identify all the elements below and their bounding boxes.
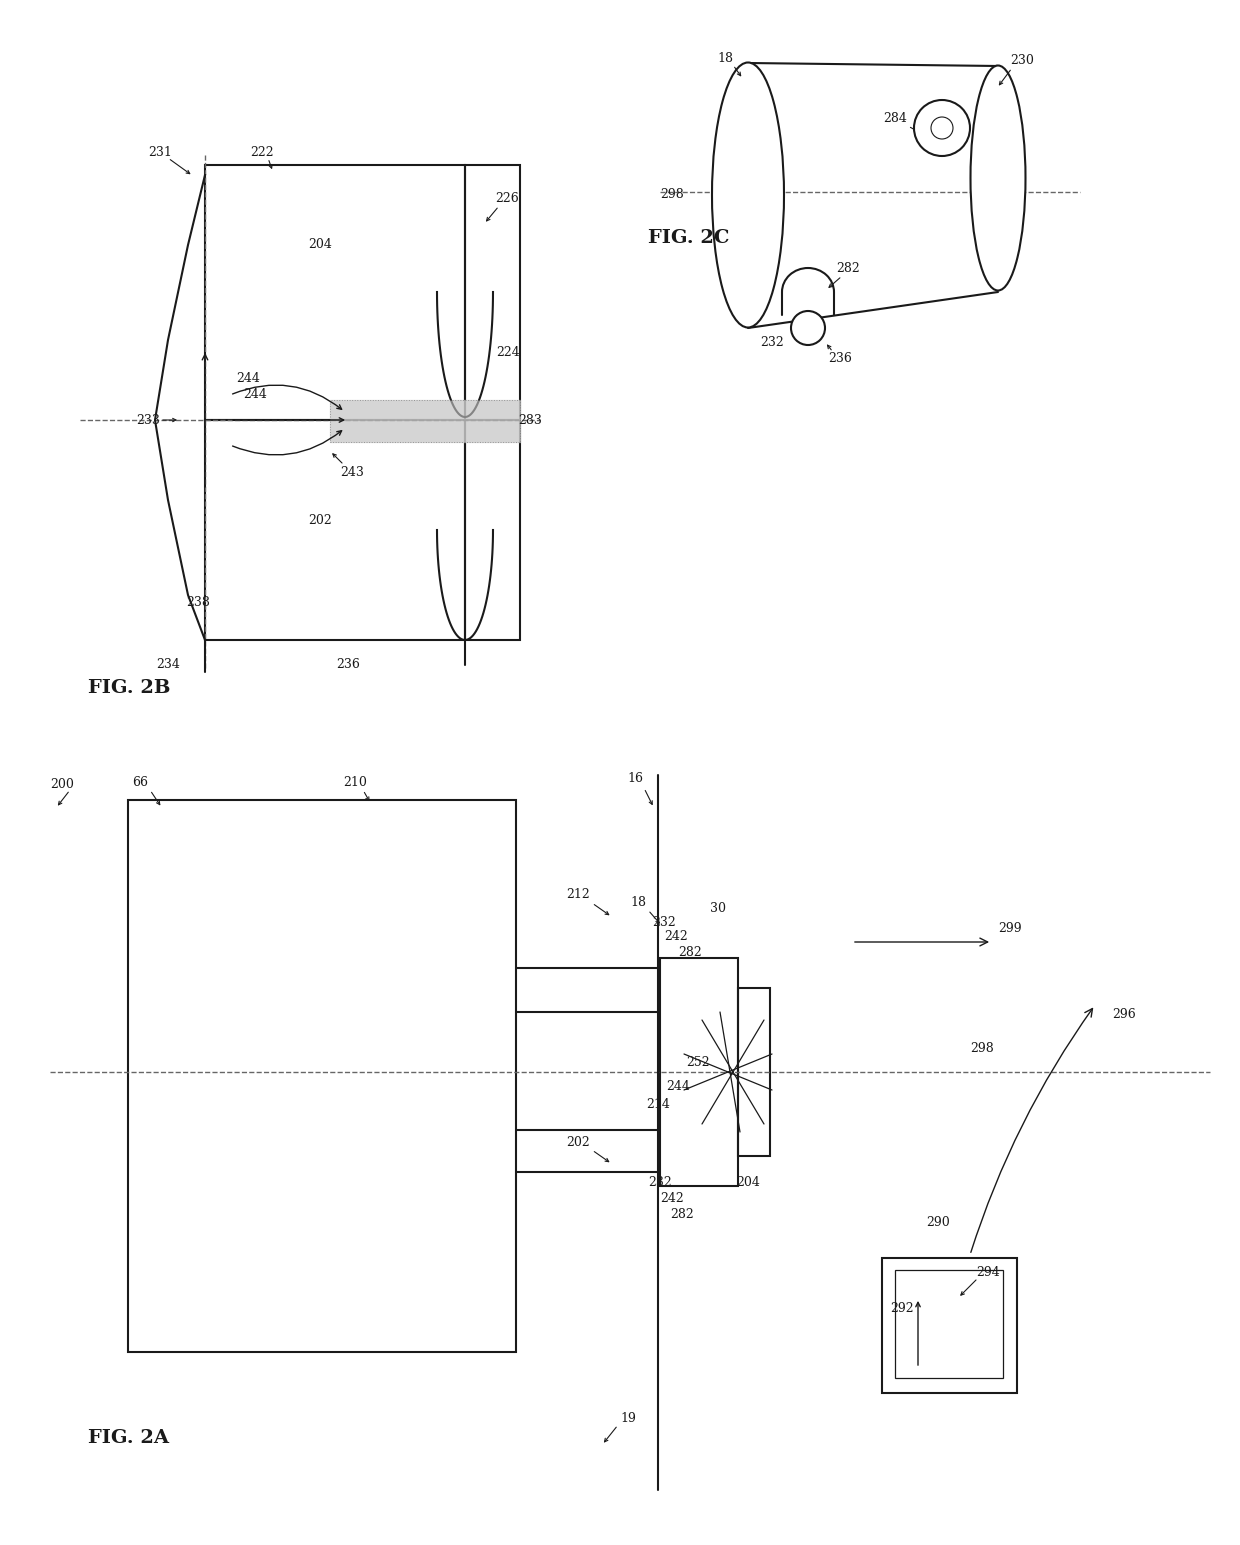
Text: 19: 19 <box>620 1412 636 1424</box>
Text: 66: 66 <box>131 776 148 788</box>
Text: 284: 284 <box>883 111 906 125</box>
Ellipse shape <box>971 65 1025 290</box>
Text: 204: 204 <box>737 1176 760 1188</box>
Text: 210: 210 <box>343 776 367 788</box>
Bar <box>660 958 738 1187</box>
Text: 283: 283 <box>518 414 542 426</box>
Text: FIG. 2C: FIG. 2C <box>649 229 729 247</box>
Text: 230: 230 <box>1011 54 1034 66</box>
Bar <box>330 400 520 442</box>
Ellipse shape <box>712 62 784 328</box>
Bar <box>882 1258 1017 1394</box>
Bar <box>465 165 520 420</box>
Text: 244: 244 <box>243 388 267 402</box>
Text: 233: 233 <box>136 414 160 426</box>
Text: 296: 296 <box>1112 1009 1136 1021</box>
Bar <box>738 987 770 1156</box>
Text: 298: 298 <box>660 188 684 201</box>
Text: 282: 282 <box>670 1208 694 1222</box>
Text: 244: 244 <box>666 1080 689 1092</box>
Text: 282: 282 <box>836 261 859 275</box>
Text: 232: 232 <box>760 335 784 349</box>
Text: FIG. 2B: FIG. 2B <box>88 678 171 697</box>
Text: FIG. 2A: FIG. 2A <box>88 1429 169 1448</box>
Text: 214: 214 <box>646 1098 670 1111</box>
Text: 18: 18 <box>630 896 646 908</box>
Polygon shape <box>330 400 520 442</box>
Text: 30: 30 <box>711 901 725 915</box>
Text: 204: 204 <box>308 238 332 252</box>
Text: 242: 242 <box>660 1191 684 1205</box>
Text: 200: 200 <box>50 779 74 791</box>
Text: 224: 224 <box>496 346 520 358</box>
Text: 238: 238 <box>186 595 210 609</box>
Text: 252: 252 <box>686 1055 709 1069</box>
Bar <box>205 420 465 640</box>
Text: 294: 294 <box>976 1265 999 1279</box>
Text: 298: 298 <box>970 1041 994 1055</box>
Text: 16: 16 <box>627 771 644 785</box>
Text: 244: 244 <box>236 371 260 385</box>
Text: 202: 202 <box>308 513 332 527</box>
Text: 231: 231 <box>148 145 172 159</box>
Circle shape <box>914 100 970 156</box>
Text: 242: 242 <box>665 930 688 944</box>
Text: 290: 290 <box>926 1216 950 1228</box>
Text: 292: 292 <box>890 1301 914 1315</box>
Text: 282: 282 <box>678 946 702 958</box>
Bar <box>128 800 516 1352</box>
Circle shape <box>791 311 825 345</box>
Text: 234: 234 <box>156 658 180 672</box>
Text: 299: 299 <box>998 921 1022 935</box>
Text: 222: 222 <box>250 145 274 159</box>
Text: 212: 212 <box>567 888 590 901</box>
Text: 18: 18 <box>717 51 733 65</box>
Text: 232: 232 <box>652 916 676 929</box>
Text: 236: 236 <box>828 352 852 365</box>
Text: 236: 236 <box>336 658 360 672</box>
Bar <box>205 165 465 420</box>
Text: 243: 243 <box>340 465 363 479</box>
Text: 232: 232 <box>649 1176 672 1188</box>
Bar <box>465 420 520 640</box>
Bar <box>895 1270 1003 1378</box>
Text: 226: 226 <box>495 192 518 204</box>
Text: 202: 202 <box>567 1137 590 1149</box>
